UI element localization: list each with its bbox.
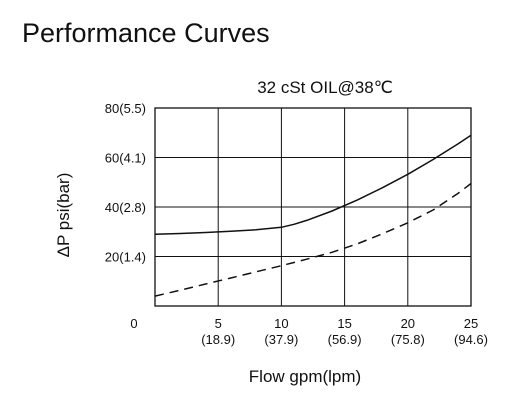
y-tick-label: 80(5.5) — [105, 101, 146, 116]
x-tick-sublabel: (75.8) — [391, 332, 425, 347]
grid-lines — [155, 108, 471, 306]
y-tick-label: 20(1.4) — [105, 250, 146, 265]
x-axis-label: Flow gpm(lpm) — [249, 367, 361, 386]
x-tick-label: 15 — [337, 316, 351, 331]
chart-title: 32 cSt OIL@38℃ — [257, 78, 393, 97]
y-axis-label: ΔP psi(bar) — [54, 173, 73, 258]
y-tick-label: 60(4.1) — [105, 151, 146, 166]
x-tick-sublabel: (18.9) — [201, 332, 235, 347]
x-tick-sublabel: (56.9) — [328, 332, 362, 347]
x-tick-sublabel: (94.6) — [454, 332, 488, 347]
x-tick-label: 20 — [401, 316, 415, 331]
x-tick-label: 25 — [464, 316, 478, 331]
x-tick-label: 5 — [215, 316, 222, 331]
series-line-solid — [154, 134, 472, 235]
plot-frame — [154, 107, 472, 307]
page-title: Performance Curves — [22, 18, 270, 48]
tick-labels: 0 5(18.9) 10(37.9) 15(56.9) 20(75.8) 25(94.6)… — [105, 101, 488, 347]
x-tick-label: 0 — [130, 316, 137, 331]
series-line-dashed — [154, 182, 472, 297]
series-layer — [154, 134, 472, 297]
x-tick-sublabel: (37.9) — [264, 332, 298, 347]
x-tick-label: 10 — [274, 316, 288, 331]
y-tick-label: 40(2.8) — [105, 200, 146, 215]
